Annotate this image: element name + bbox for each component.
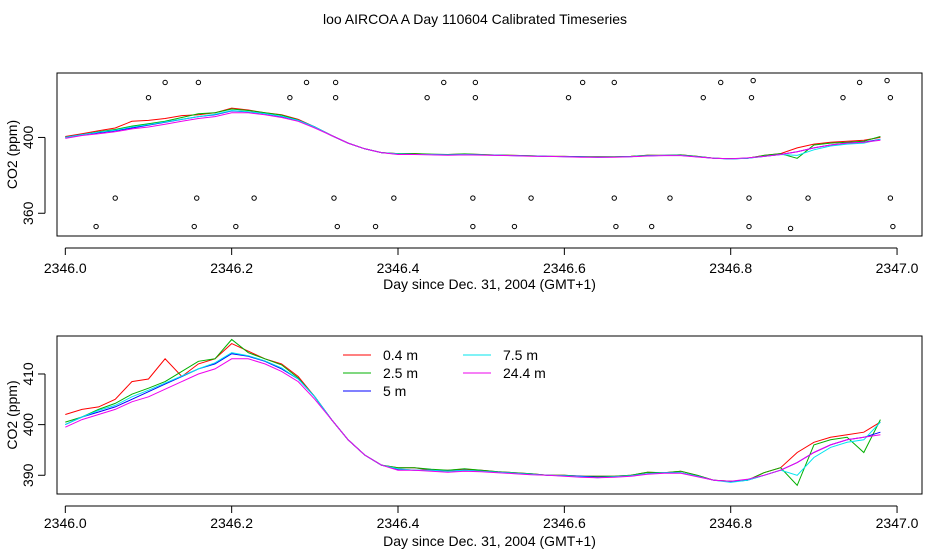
flag-point xyxy=(472,79,479,86)
series-line-2-5-m-m xyxy=(65,108,881,160)
flag-point xyxy=(611,79,617,86)
x-tick-label: 2346.4 xyxy=(377,515,420,531)
flag-point xyxy=(611,195,617,201)
flag-point xyxy=(470,223,476,230)
x-axis-label: Day since Dec. 31, 2004 (GMT+1) xyxy=(383,276,596,292)
panel-top: 2346.0 2346.2 2346.4 2346.6 2346.8 2347.0 Day … xyxy=(4,72,923,292)
flag-point xyxy=(372,223,379,230)
plot-area xyxy=(65,77,896,232)
chart-title: loo AIRCOA A Day 110604 Calibrated Times… xyxy=(322,11,627,27)
flag-point xyxy=(441,79,447,86)
y-tick-label: 410 xyxy=(20,362,36,386)
y-tick-label: 360 xyxy=(20,201,36,225)
series-line-7-5-m-m xyxy=(65,109,881,160)
x-axis-label: Day since Dec. 31, 2004 (GMT+1) xyxy=(383,533,596,549)
flag-point xyxy=(700,94,706,101)
flag-point xyxy=(667,195,673,201)
flag-point xyxy=(718,79,724,86)
flag-point xyxy=(251,195,257,201)
plot-frame xyxy=(56,72,923,237)
flag-point xyxy=(565,94,572,101)
y-tick-label: 400 xyxy=(20,413,36,437)
flag-point xyxy=(470,195,476,201)
flag-point xyxy=(472,94,479,101)
x-tick-label: 2346.4 xyxy=(377,260,420,276)
flag-point xyxy=(93,223,99,230)
flag-point xyxy=(287,94,293,101)
legend-label: 7.5 m xyxy=(503,347,538,363)
flag-point xyxy=(391,195,397,201)
flag-point xyxy=(195,79,202,86)
series-line-0-4-m-m xyxy=(65,343,881,482)
x-tick-label: 2346.6 xyxy=(543,515,586,531)
series-line-7-5-m-m xyxy=(65,352,881,483)
x-tick-label: 2346.0 xyxy=(44,515,87,531)
series-line-24-4-m-m xyxy=(65,112,881,160)
flag-point xyxy=(884,77,890,84)
x-tick-label: 2346.2 xyxy=(210,260,253,276)
x-tick-label: 2346.6 xyxy=(543,260,586,276)
y-tick-label: 390 xyxy=(20,463,36,487)
flag-point xyxy=(887,195,894,201)
flag-point xyxy=(648,223,655,230)
flag-point xyxy=(303,79,310,86)
series-line-24-4-m-m xyxy=(65,358,881,482)
flag-point xyxy=(856,79,863,86)
legend-label: 0.4 m xyxy=(383,347,418,363)
flag-point xyxy=(887,94,894,101)
plot-area xyxy=(65,338,881,487)
flag-point xyxy=(331,195,337,201)
x-tick-label: 2346.0 xyxy=(44,260,87,276)
flag-point xyxy=(528,195,534,201)
flag-point xyxy=(746,223,752,230)
flag-point xyxy=(162,79,168,86)
flag-point xyxy=(332,94,339,101)
flag-point xyxy=(145,94,152,101)
flag-point xyxy=(748,94,755,101)
x-tick-label: 2346.8 xyxy=(709,260,752,276)
x-tick-label: 2346.8 xyxy=(709,515,752,531)
series-line-2-5-m-m xyxy=(65,338,881,487)
flag-point xyxy=(191,223,197,230)
flag-point xyxy=(805,195,811,201)
flag-point xyxy=(613,223,619,230)
flag-point xyxy=(194,195,200,201)
x-tick-label: 2347.0 xyxy=(876,515,919,531)
panel-bottom: 2346.0 2346.2 2346.4 2346.6 2346.8 2347.0 Day … xyxy=(4,335,923,549)
x-tick-label: 2347.0 xyxy=(876,260,919,276)
flag-point xyxy=(334,223,340,230)
plot-frame xyxy=(56,335,923,495)
flag-point xyxy=(787,225,794,232)
series-line-0-4-m-m xyxy=(65,107,881,160)
flag-point xyxy=(424,94,430,101)
legend: 0.4 m 2.5 m 5 m 7.5 m 24.4 m xyxy=(343,347,546,399)
flag-point xyxy=(579,79,586,86)
flag-point xyxy=(750,77,756,84)
legend-label: 2.5 m xyxy=(383,365,418,381)
legend-label: 24.4 m xyxy=(503,365,546,381)
flag-point xyxy=(890,223,896,230)
flag-point xyxy=(511,223,518,230)
flag-point xyxy=(840,94,846,101)
flag-point xyxy=(332,79,339,86)
flag-point xyxy=(112,195,118,201)
y-axis-label: CO2 (ppm) xyxy=(4,120,20,189)
y-axis-label: CO2 (ppm) xyxy=(4,380,20,449)
flag-point xyxy=(746,195,752,201)
flag-point xyxy=(233,223,239,230)
legend-label: 5 m xyxy=(383,383,406,399)
y-tick-label: 400 xyxy=(20,126,36,150)
x-tick-label: 2346.2 xyxy=(210,515,253,531)
